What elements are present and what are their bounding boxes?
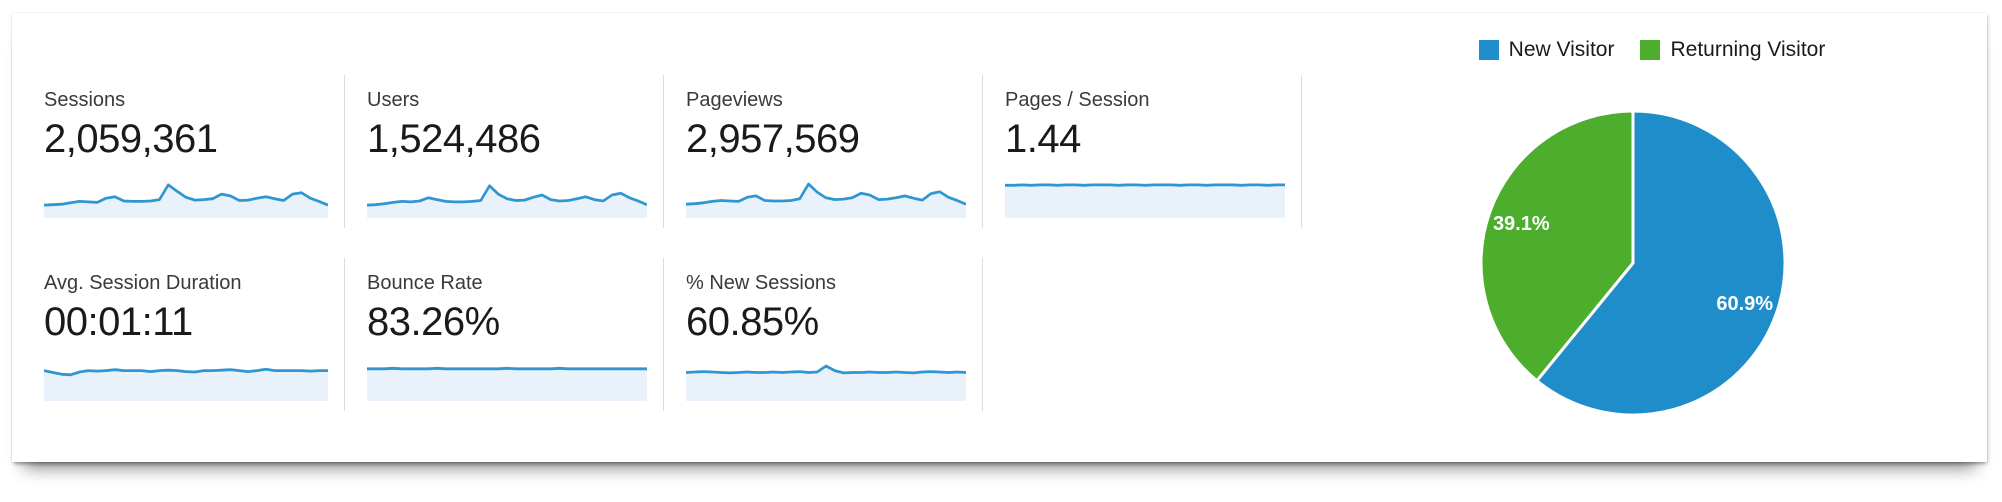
metric-sparkline-chart: [367, 366, 647, 401]
metric-sessions: Sessions 2,059,361: [44, 75, 345, 228]
pie-slice-new-visitor: [1535, 109, 1787, 417]
metric-value: 83.26%: [367, 300, 500, 344]
metric-value: 60.85%: [686, 300, 819, 344]
new-visitor-swatch-icon: [1478, 39, 1499, 60]
metric-value: 2,059,361: [44, 117, 218, 161]
pie-slice-percentage-label: 39.1%: [1493, 213, 1550, 235]
metric-sparkline-chart: [686, 364, 966, 401]
metric-empty-cell: [983, 258, 1302, 411]
legend-label: New Visitor: [1508, 38, 1615, 61]
metric-label: Avg. Session Duration: [44, 272, 242, 294]
metric-label: Users: [367, 89, 420, 111]
metric-value: 2,957,569: [686, 117, 860, 161]
visitor-pie-chart: 60.9% 39.1%: [1473, 103, 1793, 423]
visitor-type-panel: New Visitor Returning Visitor 60.9% 39.1%: [1392, 13, 1912, 462]
legend-label: Returning Visitor: [1670, 38, 1826, 61]
legend-item-new-visitor: New Visitor: [1478, 38, 1615, 61]
metric-sparkline-chart: [44, 367, 328, 401]
metric-users: Users 1,524,486: [345, 75, 664, 228]
metric-sparkline-chart: [686, 182, 966, 218]
metric-sparkline-chart: [44, 183, 328, 218]
metric-value: 00:01:11: [44, 300, 193, 344]
metric-label: Sessions: [44, 89, 126, 111]
metric-pageviews: Pageviews 2,957,569: [664, 75, 983, 228]
metric-percent-new-sessions: % New Sessions 60.85%: [664, 258, 983, 411]
metric-label: % New Sessions: [686, 272, 837, 294]
legend-item-returning-visitor: Returning Visitor: [1640, 39, 1825, 60]
metric-sparkline-chart: [367, 184, 647, 218]
metric-label: Pageviews: [686, 89, 783, 111]
metric-sparkline-chart: [1005, 183, 1285, 218]
metric-label: Pages / Session: [1005, 89, 1150, 111]
metric-pages-per-session: Pages / Session 1.44: [983, 75, 1302, 228]
metric-avg-session-duration: Avg. Session Duration 00:01:11: [44, 258, 345, 411]
metric-bounce-rate: Bounce Rate 83.26%: [345, 258, 664, 411]
metrics-grid: Sessions 2,059,361 Users 1,524,486 Pagev…: [44, 75, 1302, 411]
pie-slice-returning-visitor: [1479, 109, 1635, 383]
returning-visitor-swatch-icon: [1640, 39, 1661, 60]
metric-value: 1.44: [1005, 117, 1081, 161]
overview-report-card: Sessions 2,059,361 Users 1,524,486 Pagev…: [12, 13, 1987, 462]
metric-value: 1,524,486: [367, 117, 541, 161]
pie-legend: New Visitor Returning Visitor: [1392, 39, 1912, 60]
pie-slice-percentage-label: 60.9%: [1716, 293, 1773, 315]
metric-label: Bounce Rate: [367, 272, 483, 294]
